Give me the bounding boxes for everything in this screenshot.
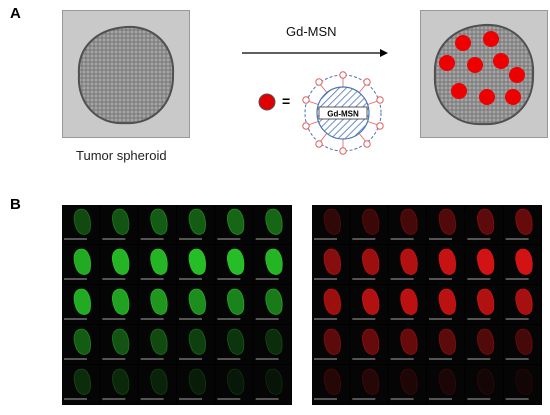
red-channel-frame: [350, 325, 388, 364]
arrow-label: Gd-MSN: [286, 24, 337, 39]
arrow-right-icon: [242, 49, 388, 57]
green-channel-frame: [253, 365, 291, 404]
red-channel-frame: [427, 245, 465, 284]
red-channel-frame: [465, 365, 503, 404]
green-channel-timelapse: [62, 205, 292, 405]
green-channel-frame: [177, 205, 215, 244]
green-channel-frame: [177, 245, 215, 284]
green-channel-frame: [138, 285, 176, 324]
particle-core-label: Gd-MSN: [327, 110, 359, 119]
green-channel-frame: [253, 285, 291, 324]
red-channel-frame: [465, 245, 503, 284]
green-channel-frame: [62, 325, 100, 364]
green-channel-frame: [215, 285, 253, 324]
green-channel-frame: [62, 245, 100, 284]
red-channel-frame: [312, 365, 350, 404]
red-channel-frame: [350, 365, 388, 404]
red-channel-frame: [465, 285, 503, 324]
green-channel-frame: [253, 245, 291, 284]
red-channel-frame: [503, 245, 541, 284]
green-channel-frame: [62, 365, 100, 404]
red-channel-frame: [503, 365, 541, 404]
red-channel-frame: [312, 325, 350, 364]
green-channel-frame: [177, 285, 215, 324]
green-channel-frame: [138, 245, 176, 284]
red-channel-frame: [350, 245, 388, 284]
green-channel-frame: [138, 365, 176, 404]
red-channel-frame: [388, 205, 426, 244]
green-channel-frame: [100, 245, 138, 284]
red-channel-frame: [465, 325, 503, 364]
green-channel-frame: [100, 285, 138, 324]
green-channel-frame: [177, 365, 215, 404]
green-channel-frame: [215, 205, 253, 244]
green-channel-frame: [215, 245, 253, 284]
red-channel-frame: [312, 205, 350, 244]
red-channel-frame: [388, 245, 426, 284]
spheroid-caption: Tumor spheroid: [76, 148, 167, 163]
panel-a-label: A: [10, 5, 21, 22]
green-channel-frame: [138, 325, 176, 364]
red-channel-frame: [388, 285, 426, 324]
red-channel-frame: [465, 205, 503, 244]
legend-equals: =: [282, 93, 291, 109]
red-channel-frame: [350, 285, 388, 324]
green-channel-frame: [100, 205, 138, 244]
green-channel-frame: [253, 325, 291, 364]
green-channel-frame: [253, 205, 291, 244]
green-channel-frame: [100, 325, 138, 364]
green-channel-frame: [138, 205, 176, 244]
red-channel-frame: [427, 205, 465, 244]
red-channel-frame: [503, 285, 541, 324]
spheroid-image-before: [62, 10, 190, 138]
red-channel-frame: [427, 285, 465, 324]
red-channel-frame: [350, 205, 388, 244]
red-channel-frame: [427, 325, 465, 364]
red-channel-timelapse: [312, 205, 542, 405]
green-channel-frame: [215, 365, 253, 404]
green-channel-frame: [62, 285, 100, 324]
red-channel-frame: [427, 365, 465, 404]
red-particle-icon: [258, 93, 276, 111]
particle-legend: =: [255, 68, 395, 158]
red-channel-frame: [503, 205, 541, 244]
red-channel-frame: [312, 245, 350, 284]
green-channel-frame: [215, 325, 253, 364]
red-channel-frame: [388, 325, 426, 364]
red-channel-frame: [388, 365, 426, 404]
spheroid-image-after: [420, 10, 548, 138]
red-channel-frame: [312, 285, 350, 324]
red-channel-frame: [503, 325, 541, 364]
green-channel-frame: [177, 325, 215, 364]
green-channel-frame: [62, 205, 100, 244]
green-channel-frame: [100, 365, 138, 404]
panel-b-label: B: [10, 196, 21, 213]
gd-msn-particle-diagram: Gd-MSN: [302, 71, 384, 155]
